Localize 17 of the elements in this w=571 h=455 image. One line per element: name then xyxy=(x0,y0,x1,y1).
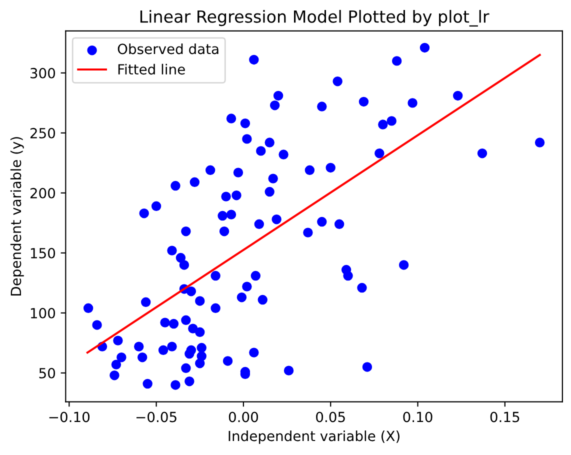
legend-label: Observed data xyxy=(118,43,218,54)
y-axis-title: Dependent variable (y) xyxy=(10,137,24,296)
chart-title: Linear Regression Model Plotted by plot_lr xyxy=(140,10,490,27)
x-tick-label: 0.10 xyxy=(403,412,432,422)
x-axis-title: Independent variable (X) xyxy=(228,430,400,444)
y-tick-label: 50 xyxy=(39,368,56,378)
x-tick-label: −0.05 xyxy=(136,412,176,422)
x-tick-label: 0.00 xyxy=(228,412,258,422)
x-tick-label: 0.15 xyxy=(490,412,520,422)
y-tick-label: 150 xyxy=(30,248,56,258)
legend-label: Fitted line xyxy=(118,64,185,75)
y-tick-label: 250 xyxy=(30,128,56,138)
x-tick-label: 0.05 xyxy=(316,412,345,422)
x-tick-label: −0.10 xyxy=(49,412,90,422)
y-tick-label: 100 xyxy=(30,308,56,318)
y-tick-label: 200 xyxy=(30,188,56,198)
y-tick-label: 300 xyxy=(30,68,56,78)
